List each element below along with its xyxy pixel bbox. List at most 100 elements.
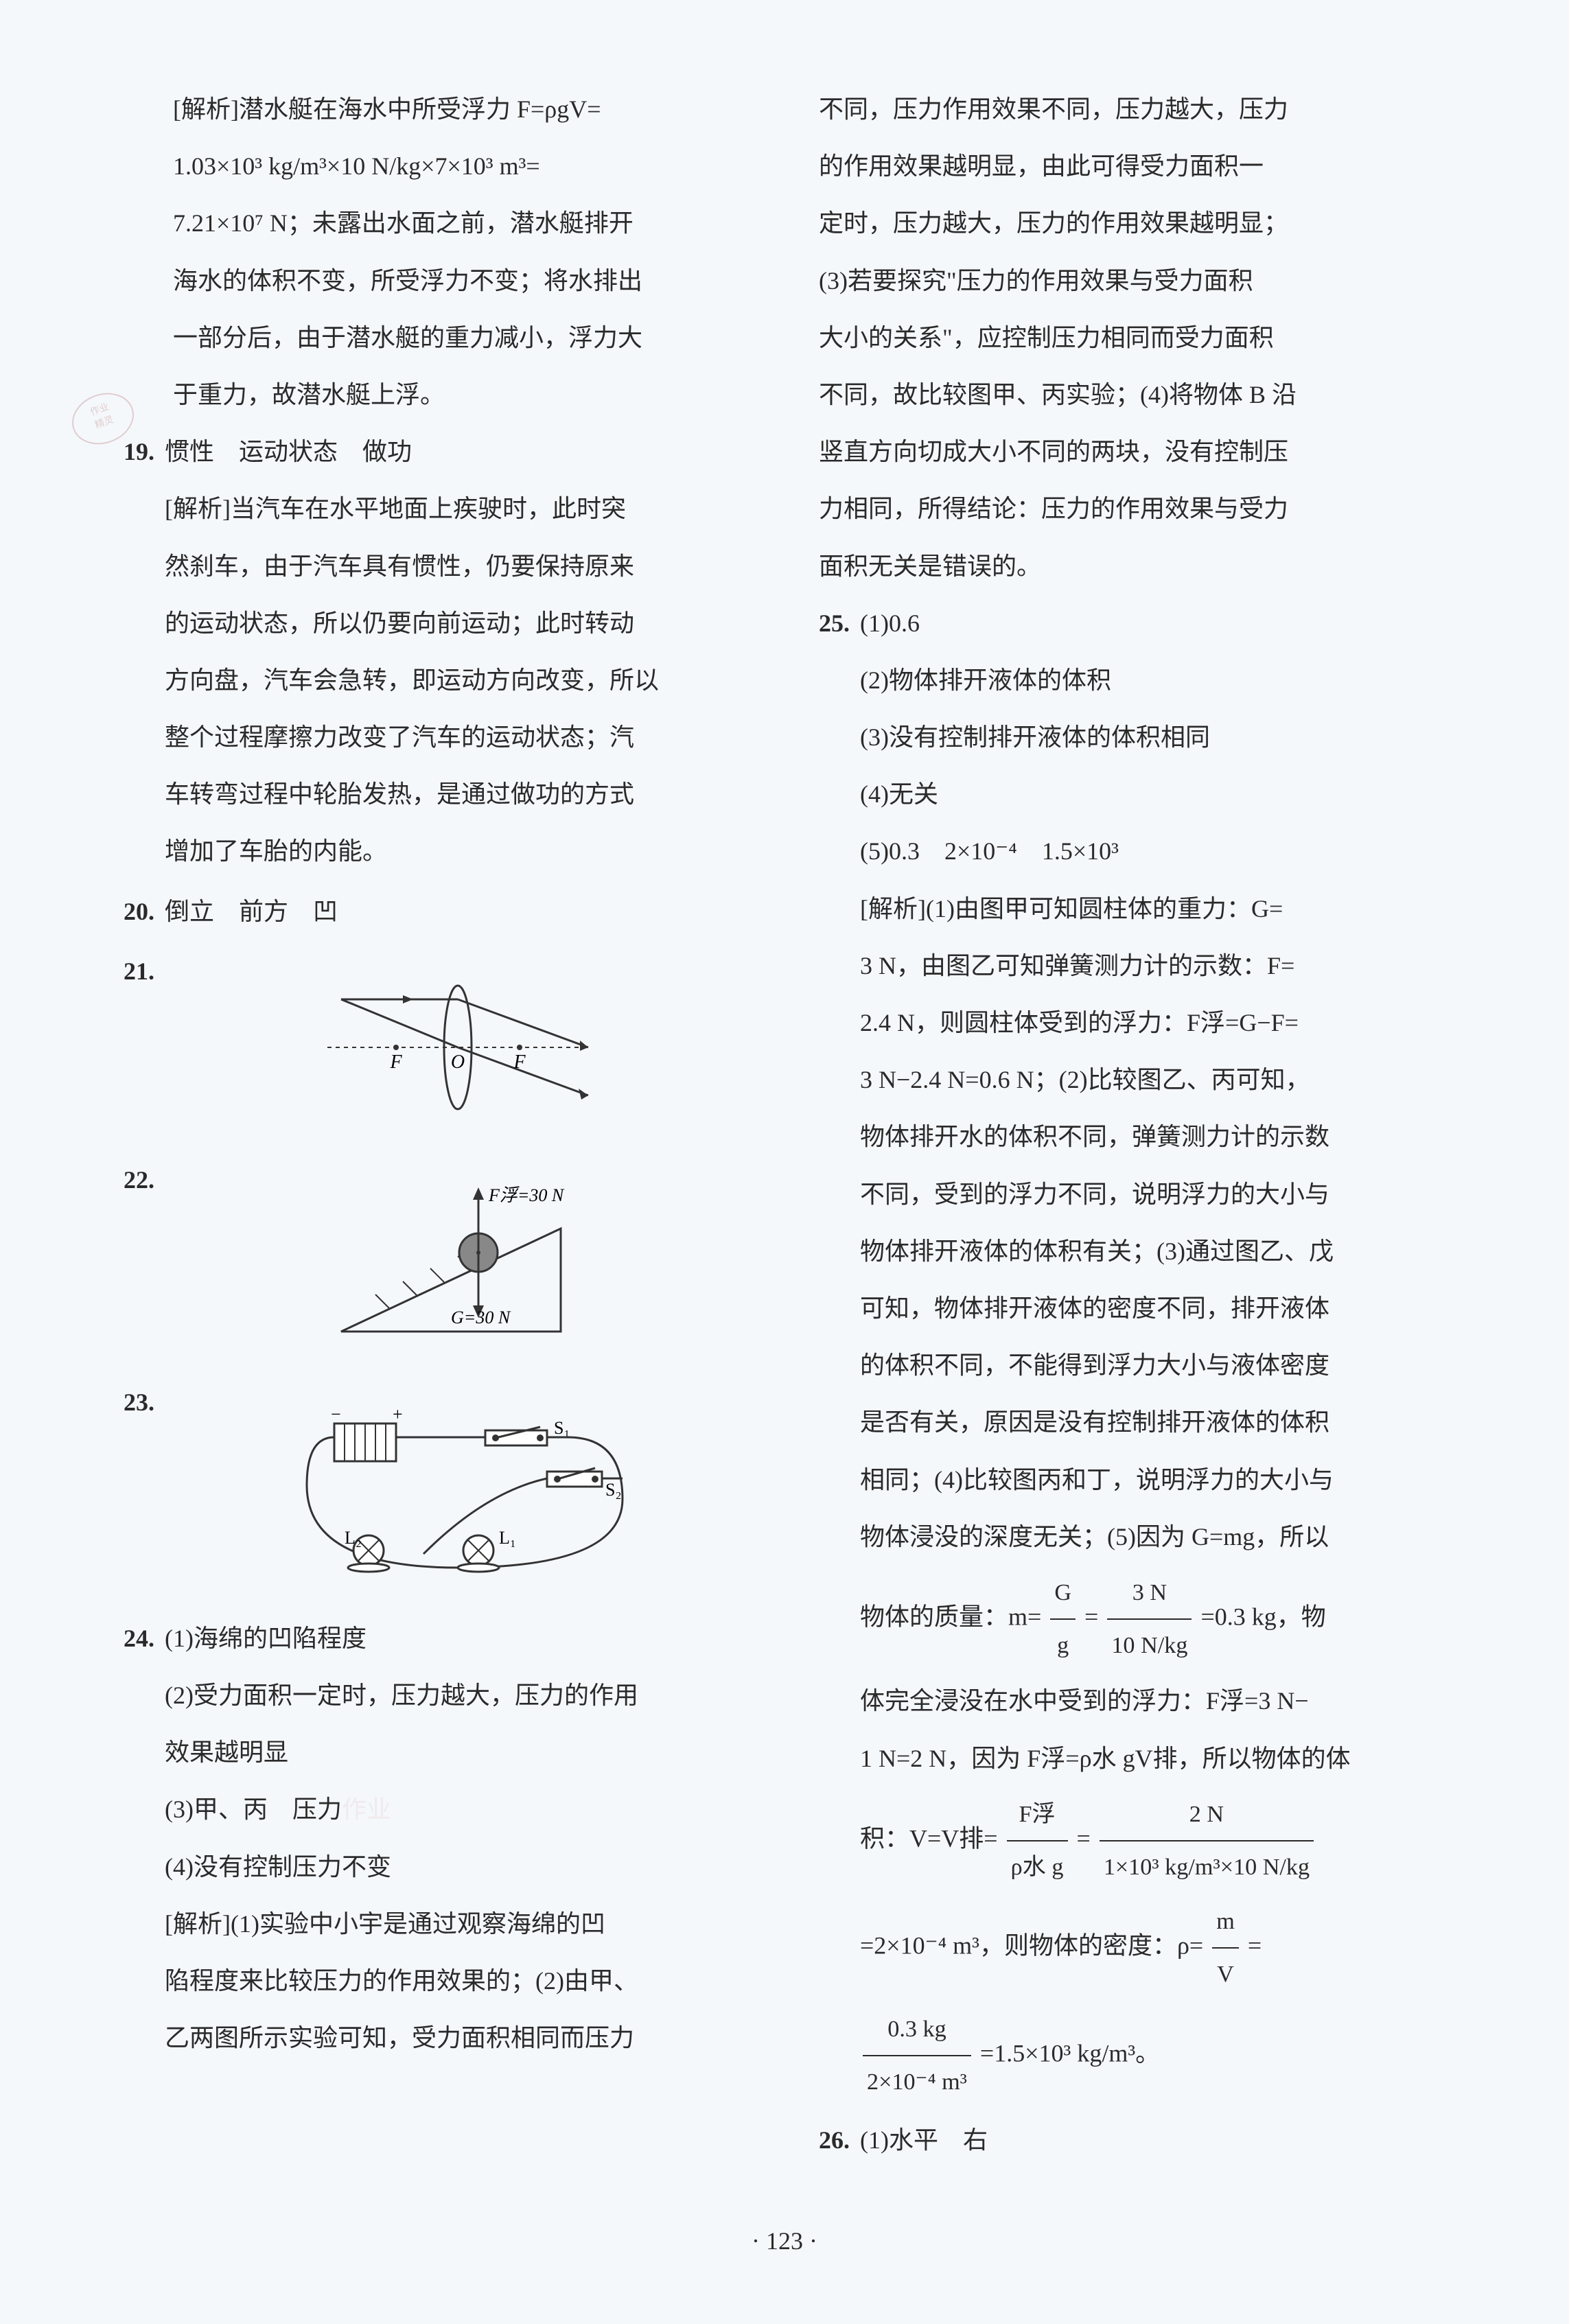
q25-a13-post: =0.3 kg，物 (1200, 1603, 1325, 1630)
q19-analysis-7: 增加了车胎的内能。 (165, 824, 750, 879)
q25-frac-2N-num: 2 N (1100, 1789, 1314, 1841)
q21-label-F-right: F (513, 1051, 526, 1073)
q23-label-L2: L₂ (345, 1528, 362, 1548)
q24-sub1: (1)海绵的凹陷程度 (165, 1612, 750, 1666)
q19-analysis-2: 然刹车，由于汽车具有惯性，仍要保持原来 (165, 539, 750, 594)
q25-frac-mV: m V (1212, 1896, 1239, 2000)
q25-frac-Ffloat: F浮 ρ水 g (1007, 1789, 1068, 1893)
q22-label-G: G=30 N (451, 1308, 511, 1327)
q19-analysis-5: 整个过程摩擦力改变了汽车的运动状态；汽 (165, 710, 750, 765)
q23-label-S2: S₂ (605, 1480, 622, 1500)
q19-analysis-3: 的运动状态，所以仍要向前运动；此时转动 (165, 596, 750, 651)
q25-frac-Gg-den: g (1050, 1620, 1076, 1671)
q24-sub3: (3)甲、丙 压力 作业 (165, 1782, 750, 1837)
q25-frac-3N-num: 3 N (1107, 1567, 1192, 1620)
page-number: · 123 · (124, 2214, 1445, 2268)
q25-frac-density: 0.3 kg 2×10⁻⁴ m³ (863, 2003, 971, 2108)
q25-analysis-12: 物体浸没的深度无关；(5)因为 G=mg，所以 (860, 1510, 1445, 1564)
q24-sub4: (4)没有控制压力不变 (165, 1840, 750, 1894)
q25-frac-3N-den: 10 N/kg (1107, 1620, 1192, 1671)
q25-analysis-15: 1 N=2 N，因为 F浮=ρ水 gV排，所以物体的体 (860, 1732, 1445, 1786)
q24-cont-4: (3)若要探究"压力的作用效果与受力面积 (819, 254, 1445, 308)
q24-analysis-1: [解析](1)实验中小宇是通过观察海绵的凹 (165, 1897, 750, 1951)
q26-sub1: (1)水平 右 (860, 2113, 1445, 2168)
q25-analysis-9: 的体积不同，不能得到浮力大小与液体密度 (860, 1338, 1445, 1393)
q21: 21. (124, 944, 750, 1150)
q22-label-Ffloat: F浮=30 N (488, 1185, 565, 1205)
q25-number: 25. (819, 596, 860, 651)
watermark-stamp: 作业 精灵 (69, 384, 137, 472)
q24-cont-8: 力相同，所得结论：压力的作用效果与受力 (819, 482, 1445, 536)
q25-sub5: (5)0.3 2×10⁻⁴ 1.5×10³ (860, 824, 1445, 879)
q23-label-pos: + (393, 1404, 403, 1424)
q21-label-F-left: F (389, 1051, 402, 1073)
q25-frac-Gg: G g (1050, 1567, 1076, 1671)
q21-label-O: O (450, 1051, 464, 1073)
q25-frac-2N-den: 1×10³ kg/m³×10 N/kg (1100, 1841, 1314, 1893)
q25-frac-2N: 2 N 1×10³ kg/m³×10 N/kg (1100, 1789, 1314, 1893)
q22-incline-diagram: F浮=30 N G=30 N (165, 1167, 750, 1359)
q25-a18-post: =1.5×10³ kg/m³。 (980, 2039, 1160, 2067)
q25-a17-pre: =2×10⁻⁴ m³，则物体的密度：ρ= (860, 1932, 1203, 1960)
q24-analysis-3: 乙两图所示实验可知，受力面积相同而压力 (165, 2011, 750, 2065)
q20-number: 20. (124, 885, 165, 939)
q20: 20. 倒立 前方 凹 (124, 885, 750, 942)
q18-analysis-line5: 一部分后，由于潜水艇的重力减小，浮力大 (124, 311, 750, 365)
q25-frac-3N: 3 N 10 N/kg (1107, 1567, 1192, 1671)
q25-analysis-14: 体完全浸没在水中受到的浮力：F浮=3 N− (860, 1674, 1445, 1728)
right-column: 不同，压力作用效果不同，压力越大，压力 的作用效果越明显，由此可得受力面积一 定… (819, 82, 1445, 2173)
q25-analysis-8: 可知，物体排开液体的密度不同，排开液体 (860, 1281, 1445, 1336)
q23-label-L1: L₁ (499, 1528, 516, 1548)
content-columns: [解析]潜水艇在海水中所受浮力 F=ρgV= 1.03×10³ kg/m³×10… (124, 82, 1445, 2173)
q18-analysis-line1: [解析]潜水艇在海水中所受浮力 F=ρgV= (124, 82, 750, 137)
q25-a17-post: = (1248, 1932, 1262, 1960)
q19-analysis-6: 车转弯过程中轮胎发热，是通过做功的方式 (165, 767, 750, 822)
q20-answer: 倒立 前方 凹 (165, 885, 750, 939)
q25-sub1: (1)0.6 (860, 596, 1445, 651)
q24-sub2-1: (2)受力面积一定时，压力越大，压力的作用 (165, 1669, 750, 1723)
q24: 24. (1)海绵的凹陷程度 (2)受力面积一定时，压力越大，压力的作用 效果越… (124, 1612, 750, 2069)
q19-analysis-1: [解析]当汽车在水平地面上疾驶时，此时突 (165, 482, 750, 536)
q18-analysis-line3: 7.21×10⁷ N；未露出水面之前，潜水艇排开 (124, 196, 750, 251)
q25-analysis-10: 是否有关，原因是没有控制排开液体的体积 (860, 1395, 1445, 1450)
q25-analysis-1: [解析](1)由图甲可知圆柱体的重力：G= (860, 882, 1445, 936)
q25-a13-pre: 物体的质量：m= (860, 1603, 1041, 1630)
q24-cont-6: 不同，故比较图甲、丙实验；(4)将物体 B 沿 (819, 368, 1445, 422)
q25-analysis-2: 3 N，由图乙可知弹簧测力计的示数：F= (860, 939, 1445, 993)
q18-analysis-line4: 海水的体积不变，所受浮力不变；将水排出 (124, 254, 750, 308)
q25-a13-mid: = (1084, 1603, 1098, 1630)
left-column: [解析]潜水艇在海水中所受浮力 F=ρgV= 1.03×10³ kg/m³×10… (124, 82, 750, 2173)
q23-label-neg: − (331, 1404, 341, 1424)
q25-analysis-7: 物体排开液体的体积有关；(3)通过图乙、戊 (860, 1224, 1445, 1279)
q25-analysis-11: 相同；(4)比较图丙和丁，说明浮力的大小与 (860, 1453, 1445, 1507)
q21-number: 21. (124, 944, 165, 999)
q25-a16-mid: = (1077, 1824, 1091, 1852)
q25-frac-Gg-num: G (1050, 1567, 1076, 1620)
q22-number: 22. (124, 1153, 165, 1207)
q25-analysis-16: 积：V=V排= F浮 ρ水 g = 2 N 1×10³ kg/m³×10 N/k… (860, 1789, 1445, 1893)
q25-analysis-3: 2.4 N，则圆柱体受到的浮力：F浮=G−F= (860, 996, 1445, 1050)
q25-analysis-6: 不同，受到的浮力不同，说明浮力的大小与 (860, 1167, 1445, 1222)
q24-cont-2: 的作用效果越明显，由此可得受力面积一 (819, 139, 1445, 194)
q18-analysis-line6: 于重力，故潜水艇上浮。 (124, 368, 750, 422)
q25-sub3: (3)没有控制排开液体的体积相同 (860, 710, 1445, 765)
q23-number: 23. (124, 1375, 165, 1430)
q24-sub3-text: (3)甲、丙 压力 (165, 1796, 342, 1823)
q25-frac-Ff-den: ρ水 g (1007, 1841, 1068, 1893)
q25-analysis-5: 物体排开水的体积不同，弹簧测力计的示数 (860, 1110, 1445, 1164)
q24-cont-3: 定时，压力越大，压力的作用效果越明显； (819, 196, 1445, 251)
q23: 23. − + (124, 1375, 750, 1609)
svg-text:精灵: 精灵 (93, 414, 115, 431)
q25-frac-mV-den: V (1212, 1949, 1239, 2000)
q24-cont-7: 竖直方向切成大小不同的两块，没有控制压 (819, 425, 1445, 479)
faint-watermark-1: 作业 (342, 1782, 391, 1837)
q19: 19. 惯性 运动状态 做功 [解析]当汽车在水平地面上疾驶时，此时突 然刹车，… (124, 425, 750, 882)
q25: 25. (1)0.6 (2)物体排开液体的体积 (3)没有控制排开液体的体积相同… (819, 596, 1445, 2111)
q21-lens-diagram: F F O (165, 958, 750, 1137)
q25-frac-Ff-num: F浮 (1007, 1789, 1068, 1841)
q19-analysis-4: 方向盘，汽车会急转，即运动方向改变，所以 (165, 653, 750, 708)
q25-analysis-18: 0.3 kg 2×10⁻⁴ m³ =1.5×10³ kg/m³。 (860, 2003, 1445, 2108)
q26: 26. (1)水平 右 (819, 2113, 1445, 2170)
q26-number: 26. (819, 2113, 860, 2168)
q23-label-S1: S₁ (554, 1418, 570, 1438)
